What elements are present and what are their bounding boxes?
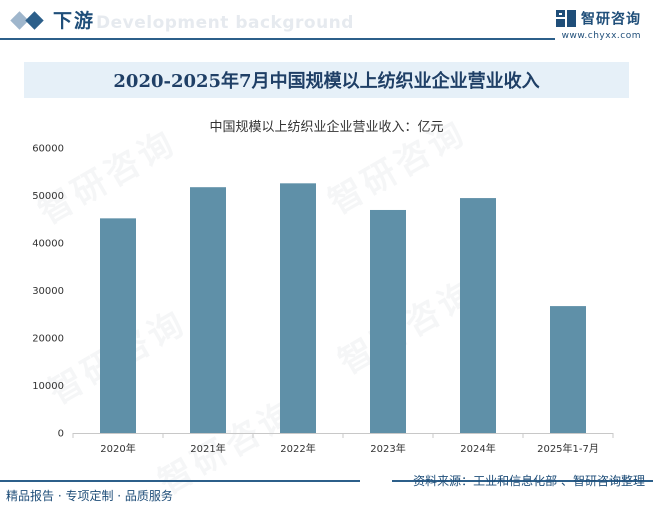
x-tick-label: 2024年 [460,442,495,455]
brand-logo-icon [555,10,576,27]
footer: 精品报告 · 专项定制 · 品质服务 资料来源：工业和信息化部 、智研咨询整理 [0,474,653,509]
bar [370,209,406,433]
x-tick-label: 2020年 [100,442,135,455]
y-tick-label: 60000 [32,144,64,155]
y-tick-label: 20000 [32,334,64,345]
footer-divider [392,480,653,482]
chart-title: 2020-2025年7月中国规模以上纺织业企业营业收入 [24,62,629,98]
bar [460,198,496,433]
bar [100,218,136,433]
brand-name: 智研咨询 [581,11,641,28]
footer-source: 资料来源：工业和信息化部 、智研咨询整理 [413,474,645,488]
y-tick-label: 0 [58,429,64,440]
bar [550,306,586,433]
x-tick-label: 2025年1-7月 [537,442,599,455]
footer-divider [0,480,360,482]
x-tick-label: 2022年 [280,442,315,455]
x-tick-label: 2023年 [370,442,405,455]
x-tick-label: 2021年 [190,442,225,455]
section-title: 下游 [53,10,96,32]
y-tick-label: 50000 [32,191,64,202]
y-tick-label: 10000 [32,381,64,392]
header: Development background 下游 智研咨询 www.chyxx… [0,0,653,48]
y-tick-label: 30000 [32,286,64,297]
bar [190,187,226,433]
section-subtitle: Development background [96,13,354,33]
brand-url: www.chyxx.com [561,30,641,41]
footer-slogan: 精品报告 · 专项定制 · 品质服务 [6,489,173,503]
header-divider [0,38,555,40]
brand: 智研咨询 www.chyxx.com [555,8,641,41]
chart-subtitle: 中国规模以上纺织业企业营业收入：亿元 [209,120,444,135]
bar [280,183,316,433]
y-tick-label: 40000 [32,239,64,250]
